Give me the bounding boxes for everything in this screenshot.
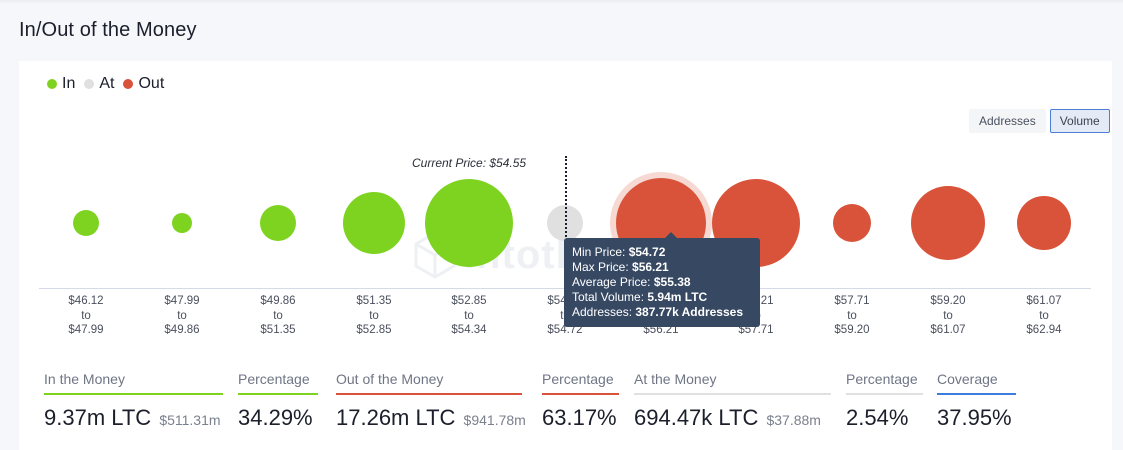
x-tick: $47.99 to $49.86	[164, 295, 200, 336]
summary-stats: In the Money 9.37m LTC $511.31m Percenta…	[19, 371, 1112, 450]
x-tick: $57.71 to $59.20	[834, 295, 870, 336]
stat-label: Coverage	[937, 371, 1016, 395]
x-tick: $51.35 to $52.85	[356, 295, 392, 336]
x-tick: $59.20 to $61.07	[930, 295, 966, 336]
stat-out-of-the-money: Out of the Money 17.26m LTC $941.78m	[336, 371, 526, 431]
stat-at-percentage: Percentage 2.54%	[846, 371, 923, 431]
stat-value: 9.37m LTC $511.31m	[44, 405, 221, 430]
legend-label: At	[99, 75, 115, 92]
volume-button[interactable]: Volume	[1049, 109, 1110, 133]
x-tick: $49.86 to $51.35	[260, 295, 296, 336]
out-dot-icon	[123, 79, 134, 89]
stat-out-percentage: Percentage 63.17%	[542, 371, 619, 431]
x-tick: $61.07 to $62.94	[1026, 295, 1062, 336]
stat-label: In the Money	[44, 371, 223, 395]
in-dot-icon	[47, 79, 57, 89]
stat-value: 694.47k LTC $37.88m	[634, 405, 821, 430]
stat-at-the-money: At the Money 694.47k LTC $37.88m	[634, 371, 831, 431]
stat-value: 17.26m LTC $941.78m	[336, 405, 526, 430]
current-price-line	[565, 156, 567, 296]
stat-value: 37.95%	[937, 405, 1012, 430]
metric-toggle: Addresses Volume	[969, 109, 1114, 133]
chart-card: In At Out Addresses Volume intotheblock …	[19, 61, 1112, 450]
bubble-in-3[interactable]	[260, 205, 296, 241]
stat-in-percentage: Percentage 34.29%	[238, 371, 318, 431]
top-shade	[0, 0, 1123, 4]
stat-label: Percentage	[846, 371, 923, 395]
bubble-in-5[interactable]	[425, 179, 513, 267]
legend-label: In	[62, 75, 76, 92]
bubble-chart: intotheblock Current Price: $54.55 $46.1…	[19, 61, 1112, 351]
bubble-out-3[interactable]	[833, 204, 871, 242]
legend: In At Out	[47, 75, 173, 93]
legend-item-out[interactable]: Out	[123, 75, 164, 93]
stat-value: 63.17%	[542, 405, 617, 430]
stat-label: Percentage	[238, 371, 318, 395]
bubble-out-5[interactable]	[1017, 196, 1071, 250]
bubble-out-4[interactable]	[911, 186, 985, 260]
legend-label: Out	[138, 75, 165, 92]
bubble-in-4[interactable]	[343, 192, 405, 254]
current-price-label: Current Price: $54.55	[412, 156, 527, 170]
stat-value: 2.54%	[846, 405, 909, 430]
stat-label: Percentage	[542, 371, 619, 395]
stat-in-the-money: In the Money 9.37m LTC $511.31m	[44, 371, 223, 431]
bubble-in-2[interactable]	[172, 213, 192, 233]
bubble-in-1[interactable]	[73, 210, 99, 236]
stat-label: Out of the Money	[336, 371, 522, 395]
stat-label: At the Money	[634, 371, 831, 395]
x-tick: $46.12 to $47.99	[68, 295, 104, 336]
stat-coverage: Coverage 37.95%	[937, 371, 1016, 431]
stat-value: 34.29%	[238, 405, 313, 430]
at-dot-icon	[84, 79, 95, 89]
x-tick: $52.85 to $54.34	[451, 295, 487, 336]
addresses-button[interactable]: Addresses	[969, 109, 1046, 133]
legend-item-in[interactable]: In	[47, 75, 75, 93]
legend-item-at[interactable]: At	[84, 75, 114, 93]
bubble-tooltip: Min Price: $54.72 Max Price: $56.21 Aver…	[564, 232, 760, 327]
page-title: In/Out of the Money	[19, 19, 197, 41]
